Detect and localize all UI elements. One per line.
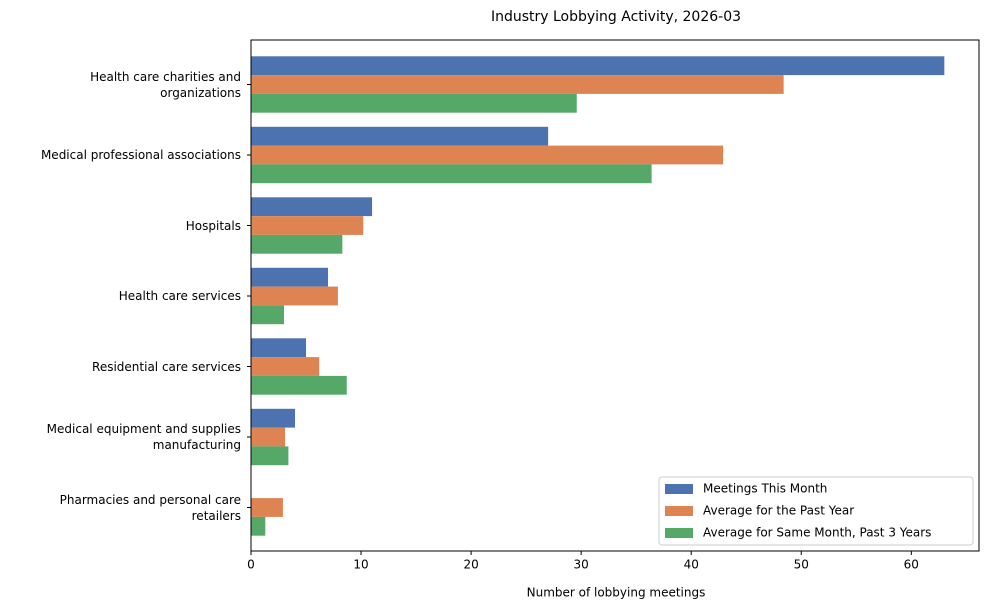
legend-swatch [665, 484, 693, 494]
bar [251, 375, 347, 395]
bar [251, 126, 549, 146]
legend-label: Meetings This Month [703, 482, 827, 496]
x-tick-label: 30 [574, 558, 589, 572]
bar [251, 164, 652, 184]
x-tick-label: 60 [904, 558, 919, 572]
bar [251, 75, 784, 94]
legend-box [658, 476, 974, 546]
legend-label: Average for Same Month, Past 3 Years [703, 526, 931, 540]
axes-frame [250, 39, 980, 552]
bar [251, 267, 329, 287]
x-tick-label: 40 [684, 558, 699, 572]
x-axis-label: Number of lobbying meetings [527, 586, 706, 600]
legend-swatch [665, 506, 693, 516]
y-tick-label: Health care services [118, 289, 241, 303]
y-tick-label: Pharmacies and personal care retailers [59, 492, 241, 523]
chart-title: Industry Lobbying Activity, 2026-03 [491, 9, 741, 25]
bar [251, 56, 945, 76]
bar [251, 446, 289, 466]
bar [251, 93, 577, 113]
y-tick-label: Hospitals [185, 218, 241, 233]
y-tick-label: Health care charities and organizations [90, 69, 241, 100]
bar [251, 516, 266, 536]
bar [251, 305, 285, 325]
bar [251, 216, 364, 235]
legend-label: Average for the Past Year [703, 504, 854, 518]
y-tick-label: Residential care services [92, 359, 241, 374]
legend-swatch [665, 528, 693, 538]
x-tick-label: 50 [794, 558, 809, 572]
y-tick-label: Medical professional associations [40, 148, 241, 162]
bar [251, 234, 343, 254]
bar [251, 145, 724, 165]
bar [251, 357, 320, 376]
bar [251, 286, 338, 306]
bar [251, 338, 307, 358]
x-tick-label: 20 [463, 558, 478, 572]
x-tick-label: 0 [247, 558, 255, 572]
bar [251, 498, 283, 517]
bar [251, 427, 286, 447]
bar [251, 408, 296, 428]
bar [251, 197, 373, 217]
x-tick-label: 10 [353, 558, 368, 572]
y-tick-label: Medical equipment and supplies manufactu… [46, 422, 241, 452]
